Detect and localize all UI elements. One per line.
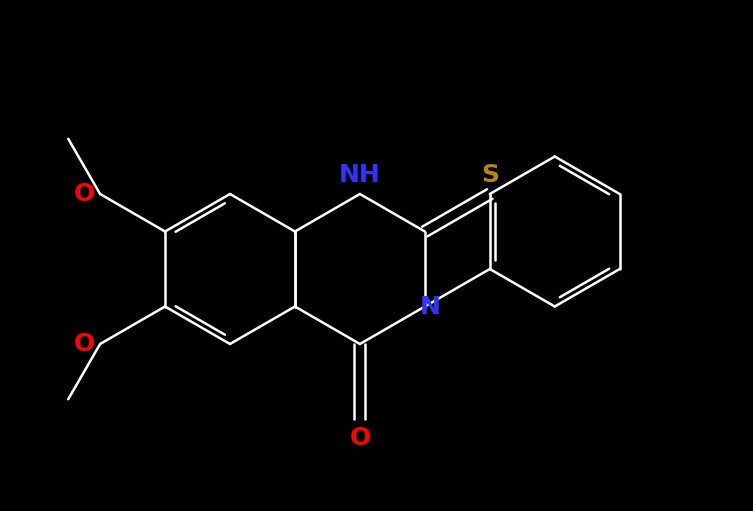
Text: O: O [74,182,95,206]
Text: O: O [74,332,95,356]
Text: NH: NH [339,163,381,187]
Text: O: O [349,426,370,450]
Text: N: N [419,294,441,318]
Text: S: S [481,163,498,187]
